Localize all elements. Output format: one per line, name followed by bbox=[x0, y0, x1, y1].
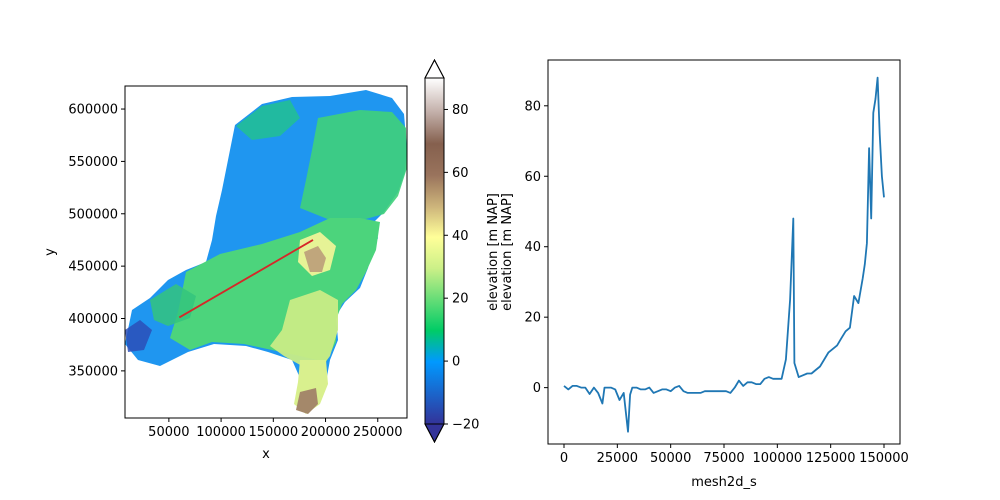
map-y-tick-label: 350000 bbox=[68, 364, 118, 379]
colorbar-extend-bottom bbox=[424, 423, 445, 444]
map-x-ticks: 50000 100000 150000 200000 250000 bbox=[148, 418, 403, 440]
profile-y-tick-label: 60 bbox=[524, 170, 541, 185]
map-axes-frame bbox=[124, 85, 408, 419]
colorbar-tick-label: −20 bbox=[452, 418, 479, 433]
profile-x-axis-label: mesh2d_s bbox=[691, 475, 757, 490]
profile-y-tick-label: 80 bbox=[524, 99, 541, 114]
colorbar-ticks: −20 0 20 40 60 80 bbox=[444, 103, 479, 433]
land-area-sw-green bbox=[150, 284, 196, 326]
map-y-tick-label: 550000 bbox=[68, 155, 118, 170]
map-y-axis-label: y bbox=[43, 248, 58, 256]
profile-panel: 0 25000 50000 75000 100000 125000 150000 0 20 40… bbox=[524, 59, 909, 490]
colorbar-label: elevation [m NAP] bbox=[486, 193, 501, 311]
land-area-sea-border bbox=[125, 320, 152, 352]
map-x-tick-label: 200000 bbox=[301, 425, 351, 440]
colorbar-extend-top bbox=[424, 58, 445, 79]
land-area-brown-veluwe bbox=[304, 246, 326, 272]
elevation-map bbox=[125, 90, 407, 414]
map-y-tick-label: 400000 bbox=[68, 312, 118, 327]
map-y-tick-label: 500000 bbox=[68, 207, 118, 222]
elevation-profile-line bbox=[563, 76, 885, 433]
profile-x-ticks: 0 25000 50000 75000 100000 125000 150000 bbox=[560, 444, 909, 466]
colorbar-tick-label: 40 bbox=[452, 229, 469, 244]
map-x-tick-label: 150000 bbox=[248, 425, 298, 440]
colorbar-tick-label: 60 bbox=[452, 166, 469, 181]
profile-x-tick-label: 125000 bbox=[806, 451, 856, 466]
profile-x-tick-label: 50000 bbox=[650, 451, 691, 466]
map-x-tick-label: 250000 bbox=[353, 425, 403, 440]
profile-y-tick-label: 0 bbox=[533, 381, 541, 396]
colorbar-label-repeat: elevation [m NAP] bbox=[500, 193, 515, 311]
map-y-ticks: 350000 400000 450000 500000 550000 600000 bbox=[68, 103, 125, 379]
land-area-brown-limburg bbox=[296, 388, 318, 414]
land-area-yellow-south bbox=[270, 290, 338, 372]
colorbar: −20 0 20 40 60 80 elevation [m NAP] elevation… bbox=[424, 58, 515, 444]
colorbar-tick-label: 80 bbox=[452, 103, 469, 118]
land-area-green-east bbox=[300, 110, 407, 220]
map-y-tick-label: 450000 bbox=[68, 260, 118, 275]
map-x-axis-label: x bbox=[262, 447, 270, 462]
profile-x-tick-label: 0 bbox=[560, 451, 568, 466]
map-panel: 50000 100000 150000 200000 250000 350000 4000… bbox=[43, 85, 408, 462]
profile-x-tick-label: 100000 bbox=[753, 451, 803, 466]
transect-line bbox=[178, 239, 314, 319]
colorbar-gradient bbox=[425, 78, 444, 424]
profile-x-tick-label: 25000 bbox=[597, 451, 638, 466]
map-x-tick-label: 100000 bbox=[196, 425, 246, 440]
map-x-tick-label: 50000 bbox=[148, 425, 189, 440]
profile-x-tick-label: 75000 bbox=[703, 451, 744, 466]
colorbar-tick-label: 20 bbox=[452, 292, 469, 307]
colorbar-tick-label: 0 bbox=[452, 355, 460, 370]
land-area-west-green bbox=[236, 100, 300, 140]
profile-y-tick-label: 40 bbox=[524, 240, 541, 255]
profile-x-tick-label: 150000 bbox=[859, 451, 909, 466]
colorbar-outline bbox=[424, 58, 445, 444]
profile-axes-frame bbox=[547, 59, 901, 445]
profile-y-tick-label: 20 bbox=[524, 311, 541, 326]
profile-y-ticks: 0 20 40 60 80 bbox=[524, 99, 548, 396]
map-y-tick-label: 600000 bbox=[68, 103, 118, 118]
